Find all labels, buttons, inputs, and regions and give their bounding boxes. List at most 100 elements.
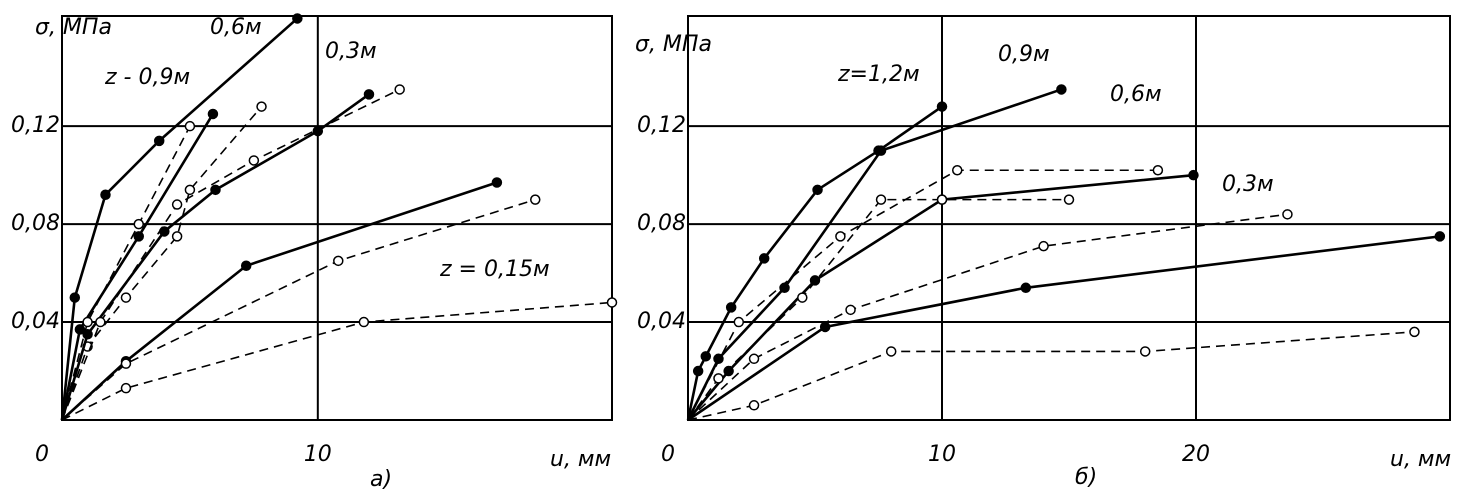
data-point [713, 373, 724, 384]
data-point [171, 231, 183, 242]
annotation: z=1,2м [837, 62, 920, 87]
series-line [687, 169, 1158, 421]
data-point [606, 297, 618, 308]
data-point [153, 135, 165, 147]
x-axis-label: u, мм [550, 447, 611, 472]
data-point [120, 358, 132, 369]
data-point [358, 316, 370, 328]
x-axis-label: u, мм [1390, 447, 1451, 472]
y-tick-label: 0,12 [11, 113, 60, 138]
data-point [875, 194, 887, 205]
data-point [171, 199, 183, 210]
data-point [248, 155, 260, 166]
data-point [82, 316, 93, 328]
data-point [394, 84, 405, 95]
data-point [1409, 326, 1420, 338]
annotation: z = 0,15м [439, 257, 550, 282]
series-line [61, 301, 613, 421]
y-tick-label: 0,08 [637, 211, 686, 236]
data-point [333, 255, 344, 267]
y-axis-label: σ, МПа [635, 32, 712, 57]
data-point [748, 400, 760, 411]
series-line [60, 93, 370, 421]
data-point [133, 231, 144, 242]
series-line [687, 213, 1288, 421]
data-point [1056, 84, 1067, 95]
data-point [120, 292, 132, 303]
annotation: z - 0,9м [104, 65, 190, 90]
data-point [700, 351, 712, 362]
data-point [530, 194, 541, 205]
data-point [74, 324, 86, 335]
data-point [797, 292, 808, 303]
annotation: 0,6м [1110, 82, 1162, 107]
series-line [61, 181, 498, 421]
series-line [686, 173, 1194, 421]
data-point [133, 218, 144, 230]
data-point [951, 165, 963, 176]
data-point [723, 365, 734, 377]
annotation: 0,3м [325, 39, 377, 64]
series-line [61, 125, 191, 421]
data-point [936, 101, 948, 112]
data-point [758, 253, 770, 264]
data-point [1434, 231, 1446, 242]
data-point [1152, 165, 1164, 176]
data-point [875, 145, 887, 156]
y-axis-label: σ, МПа [35, 15, 112, 40]
data-point [69, 292, 81, 303]
data-point [936, 194, 948, 205]
data-point [120, 382, 132, 394]
data-point [1020, 282, 1032, 294]
x-tick-label: 10 [304, 442, 332, 467]
data-point [207, 108, 219, 120]
series-line [60, 113, 215, 421]
data-point [95, 316, 106, 328]
data-point [1139, 346, 1151, 357]
data-point [809, 275, 821, 286]
data-point [725, 302, 737, 313]
y-tick-label: 0,04 [11, 309, 60, 334]
panel-label: а) [370, 467, 392, 492]
data-point [733, 316, 745, 328]
data-point [184, 120, 196, 132]
data-point [491, 177, 503, 188]
data-point [292, 13, 303, 24]
series-line [686, 88, 1062, 421]
data-point [812, 184, 823, 196]
data-point [240, 260, 252, 271]
data-point [692, 365, 704, 377]
y-tick-label: 0,04 [637, 309, 686, 334]
plot-frame [687, 15, 1451, 421]
series-line [61, 198, 536, 421]
panel-label: б) [1075, 465, 1097, 490]
data-point [835, 231, 846, 242]
series-line [687, 198, 1069, 421]
data-point [885, 346, 897, 357]
data-point [100, 189, 111, 200]
x-tick-label: 0 [35, 442, 49, 467]
annotation: 0,6м [210, 15, 262, 40]
x-tick-label: 20 [1182, 442, 1210, 467]
data-point [1188, 169, 1199, 181]
annotation: 0,3м [1222, 172, 1274, 197]
data-point [210, 184, 221, 196]
series-line [61, 106, 263, 421]
data-point [184, 184, 196, 196]
x-tick-label: 0 [661, 442, 675, 467]
data-point [779, 282, 790, 294]
data-point [1038, 240, 1049, 252]
data-point [256, 101, 267, 112]
series-line [61, 88, 401, 421]
y-tick-label: 0,12 [637, 113, 686, 138]
data-point [1282, 209, 1293, 220]
data-point [82, 329, 93, 340]
annotation: 0,9м [998, 42, 1050, 67]
data-point [845, 304, 856, 316]
x-tick-label: 10 [928, 442, 956, 467]
y-tick-label: 0,08 [11, 211, 60, 236]
series-line [687, 235, 1441, 422]
data-point [748, 353, 760, 365]
data-point [1063, 194, 1075, 205]
